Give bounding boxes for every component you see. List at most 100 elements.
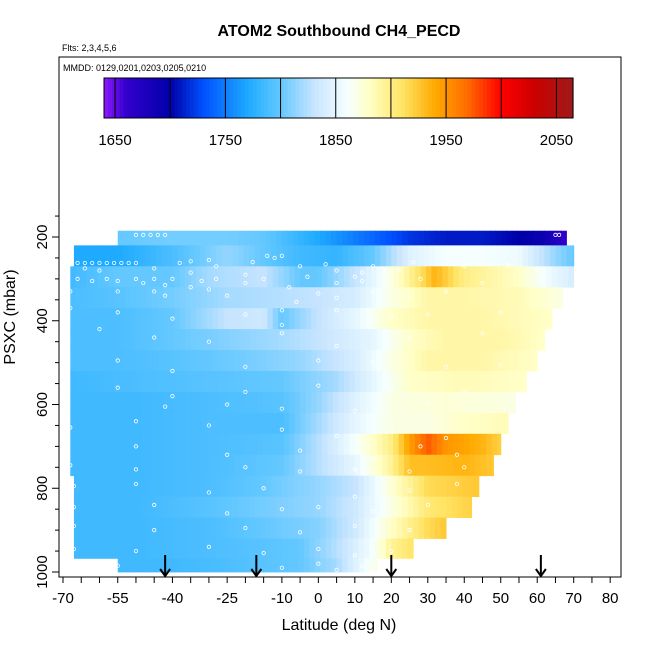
heatmap-cell	[234, 266, 241, 288]
heatmap-cell	[442, 371, 449, 393]
heatmap-cell	[413, 245, 420, 267]
heatmap-cell	[172, 538, 179, 559]
heatmap-cell	[380, 475, 387, 498]
x-tick-label: 50	[492, 590, 509, 607]
heatmap-cell	[234, 433, 241, 456]
heatmap-cell	[374, 538, 381, 559]
heatmap-cell	[404, 454, 411, 477]
sample-point	[133, 232, 139, 238]
flight-arrow	[159, 555, 171, 578]
heatmap-cell	[424, 230, 431, 246]
heatmap-cell	[294, 454, 301, 477]
colorbar-swatch	[506, 78, 512, 118]
heatmap-cell	[221, 245, 228, 267]
heatmap-cell	[256, 391, 263, 414]
heatmap-cell	[267, 308, 274, 330]
heatmap-cell	[81, 329, 88, 351]
heatmap-cell	[396, 496, 403, 518]
heatmap-cell	[218, 433, 224, 456]
heatmap-cell	[278, 350, 285, 372]
heatmap-cell	[435, 496, 442, 518]
heatmap-cell	[353, 517, 359, 539]
heatmap-cell	[185, 391, 192, 414]
x-tick-label: 40	[456, 590, 473, 607]
heatmap-cell	[188, 475, 195, 498]
heatmap-cell	[469, 433, 476, 456]
heatmap-cell	[134, 475, 141, 498]
heatmap-cell	[524, 371, 527, 393]
heatmap-cell	[259, 496, 266, 518]
heatmap-cell	[79, 496, 86, 518]
heatmap-cell	[179, 350, 186, 372]
y-tick-label: 200	[34, 224, 51, 249]
heatmap-cell	[281, 230, 288, 246]
heatmap-cell	[205, 475, 212, 498]
heatmap-cell	[524, 350, 531, 372]
heatmap-cell	[267, 329, 274, 351]
heatmap-row	[73, 245, 575, 267]
heatmap-cell	[239, 412, 246, 435]
heatmap-cell	[261, 412, 268, 435]
heatmap-cell	[314, 517, 321, 539]
heatmap-cell	[97, 308, 104, 330]
sample-point	[334, 567, 339, 573]
heatmap-cell	[402, 517, 409, 539]
heatmap-cell	[393, 350, 400, 372]
heatmap-cell	[103, 350, 110, 372]
heatmap-cell	[431, 371, 438, 393]
heatmap-cell	[497, 308, 504, 330]
heatmap-cell	[97, 329, 104, 351]
colorbar-swatch	[213, 78, 218, 118]
heatmap-cell	[508, 329, 515, 351]
heatmap-cell	[190, 308, 197, 330]
heatmap-cell	[221, 230, 228, 246]
heatmap-cell	[491, 329, 498, 351]
sample-point	[370, 360, 376, 365]
colorbar-swatch	[436, 78, 441, 118]
heatmap-cell	[365, 287, 372, 309]
heatmap-cell	[221, 496, 228, 518]
heatmap-cell	[157, 266, 164, 288]
heatmap-cell	[146, 412, 153, 435]
heatmap-cell	[409, 308, 416, 330]
heatmap-cell	[327, 350, 334, 372]
heatmap-cell	[152, 308, 159, 330]
heatmap-cell	[228, 391, 235, 414]
heatmap-cell	[314, 538, 321, 559]
heatmap-cell	[440, 230, 447, 246]
heatmap-cell	[431, 391, 438, 414]
heatmap-cell	[305, 433, 312, 456]
heatmap-cell	[292, 496, 299, 518]
heatmap-cell	[566, 245, 573, 267]
heatmap-cell	[75, 266, 82, 288]
heatmap-cell	[462, 245, 469, 267]
heatmap-cell	[404, 329, 411, 351]
heatmap-cell	[278, 391, 285, 414]
sample-point	[418, 276, 423, 281]
colorbar-swatch	[369, 78, 375, 118]
sample-point	[480, 280, 485, 286]
heatmap-cell	[141, 287, 148, 309]
heatmap-cell	[272, 329, 279, 351]
colorbar-swatch	[248, 78, 254, 118]
heatmap-cell	[163, 266, 170, 288]
heatmap-cell	[327, 329, 334, 351]
heatmap-cell	[150, 475, 157, 498]
sample-point	[225, 452, 230, 457]
heatmap-cell	[125, 412, 131, 435]
heatmap-cell	[486, 266, 493, 288]
heatmap-cell	[174, 308, 181, 330]
sample-point	[316, 561, 321, 566]
heatmap-cell	[156, 475, 162, 498]
heatmap-cell	[486, 287, 493, 309]
heatmap-cell	[518, 371, 525, 393]
heatmap-cell	[146, 329, 153, 351]
heatmap-cell	[338, 433, 345, 456]
colorbar-swatch	[244, 78, 250, 118]
heatmap-cell	[250, 454, 257, 477]
heatmap-cell	[97, 266, 104, 288]
heatmap-cell	[73, 245, 80, 267]
colorbar-swatch	[166, 78, 172, 118]
heatmap-cell	[205, 230, 212, 246]
heatmap-cell	[298, 496, 305, 518]
